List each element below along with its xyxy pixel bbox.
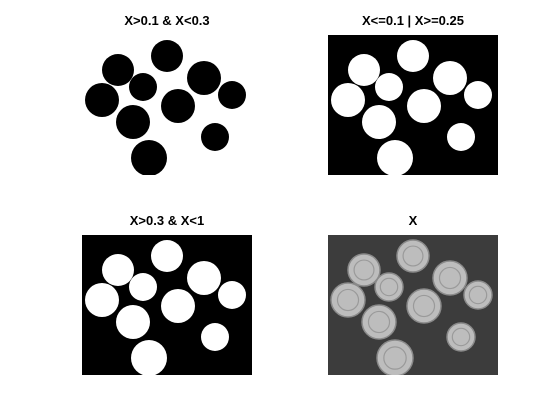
- coin-blob: [447, 123, 475, 151]
- coin-blob: [151, 40, 183, 72]
- coin: [330, 282, 366, 318]
- coin-relief: [336, 288, 360, 312]
- coin-relief: [367, 310, 391, 334]
- coin-blob: [201, 123, 229, 151]
- coin-blob: [397, 40, 429, 72]
- coin-blob: [129, 273, 157, 301]
- coin-relief: [353, 259, 375, 281]
- coin: [446, 322, 476, 352]
- coin: [361, 304, 397, 340]
- coin-blob: [161, 289, 195, 323]
- coins-grayscale-image: [328, 235, 498, 375]
- coin: [463, 280, 493, 310]
- coin-relief: [468, 285, 488, 305]
- coin: [406, 288, 442, 324]
- panel-title: X<=0.1 | X>=0.25: [362, 13, 464, 28]
- coin-blob: [375, 73, 403, 101]
- coin-relief: [402, 245, 424, 267]
- coin-blob: [85, 283, 119, 317]
- panel-title: X>0.3 & X<1: [129, 213, 205, 228]
- coin-blob: [377, 140, 413, 175]
- coin-blob: [161, 89, 195, 123]
- coin-blob: [151, 240, 183, 272]
- coin-blob: [187, 261, 221, 295]
- coin: [347, 253, 381, 287]
- panel-mask-complement: X<=0.1 | X>=0.25: [328, 13, 498, 176]
- coin-relief: [412, 294, 436, 318]
- coin-blob: [407, 89, 441, 123]
- coin-blob: [129, 73, 157, 101]
- coin-blob: [464, 81, 492, 109]
- coin-blob: [102, 54, 134, 86]
- panel-title: X>0.1 & X<0.3: [124, 13, 210, 28]
- coin: [376, 339, 414, 375]
- coin-blob: [218, 81, 246, 109]
- coin-blob: [433, 61, 467, 95]
- coin-blob: [348, 54, 380, 86]
- panel-mask-high: X>0.3 & X<1: [82, 213, 252, 375]
- panel-title: X: [408, 213, 418, 228]
- coin-blob: [362, 105, 396, 139]
- panel-mask-band: X>0.1 & X<0.3: [82, 13, 252, 176]
- coin-relief: [438, 266, 462, 290]
- coin-relief: [383, 346, 407, 370]
- coin-blob: [331, 83, 365, 117]
- coin-blob: [116, 105, 150, 139]
- coin-blob: [131, 140, 167, 175]
- coin-blob: [187, 61, 221, 95]
- binary-mask-image: [328, 35, 498, 175]
- panel-original-image: X: [328, 213, 498, 375]
- coin-blob: [85, 83, 119, 117]
- coin-blob: [102, 254, 134, 286]
- coin: [432, 260, 468, 296]
- coin-blob: [116, 305, 150, 339]
- coin: [396, 239, 430, 273]
- coin-relief: [379, 277, 399, 297]
- binary-mask-image: [82, 35, 252, 175]
- coin-blob: [201, 323, 229, 351]
- binary-mask-image: [82, 235, 252, 375]
- coin: [374, 272, 404, 302]
- coin-blob: [218, 281, 246, 309]
- coin-relief: [451, 327, 471, 347]
- coin-blob: [131, 340, 167, 375]
